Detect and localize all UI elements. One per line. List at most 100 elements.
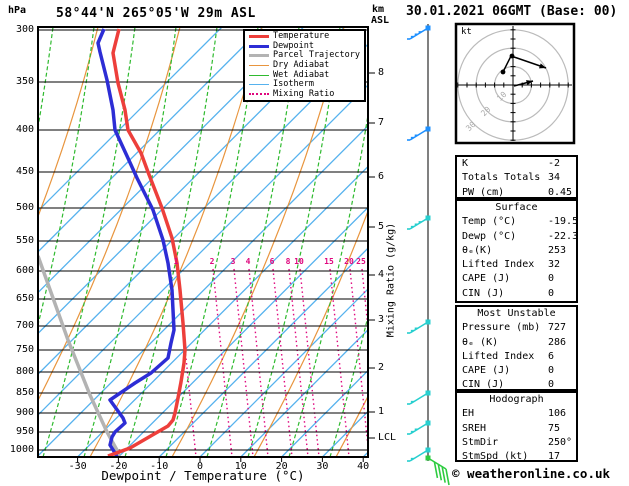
legend-line-sample [249, 64, 269, 66]
panel-row: StmSpd (kt) 17 [457, 450, 576, 464]
wind-barb [407, 25, 431, 40]
legend-item-label: Dewpoint [273, 40, 314, 51]
panel-row: CIN (J) 0 [457, 378, 576, 392]
panel-row-value: -2 [548, 158, 561, 169]
hodograph-trace [502, 55, 547, 73]
most-unstable-panel: Most Unstable Pressure (mb) 727 θₑ (K) 286 Li… [455, 305, 578, 391]
mixing-ratio-line [288, 268, 309, 457]
wet-adiabat-line [124, 27, 218, 457]
legend-item-label: Mixing Ratio [273, 88, 335, 99]
wind-barb [407, 420, 431, 435]
km-tick-label: 3 [378, 314, 385, 325]
temp-tick-label: -30 [68, 461, 87, 472]
isotherm-line [38, 124, 368, 457]
panel-row-value: -22.3 [548, 230, 579, 242]
panel-row-value: 32 [548, 259, 561, 271]
panel-row-value: 0 [548, 379, 555, 391]
copyright-label: © weatheronline.co.uk [452, 466, 611, 481]
panel-row-label: SREH [462, 422, 487, 434]
km-tick-label: 6 [378, 171, 385, 182]
wind-barb [425, 455, 450, 486]
panel-row-value: 0 [548, 365, 555, 377]
panel-row: Pressure (mb) 727 [457, 321, 576, 335]
legend-item: Wet Adiabat [245, 70, 364, 80]
panel-row: CAPE (J) 0 [457, 364, 576, 378]
km-tick-label: LCL [378, 432, 397, 443]
panel-title: Hodograph [489, 394, 544, 405]
pressure-tick-label: 1000 [9, 444, 34, 455]
mixing-ratio-line [329, 268, 350, 457]
hodograph-level-dot [500, 69, 506, 75]
mixing-ratio-label: 2 [209, 257, 215, 266]
height-axis-unit-label-km: km [372, 4, 385, 15]
legend-item: Dewpoint [245, 40, 364, 51]
mixing-ratio-label: 10 [294, 257, 304, 266]
pressure-tick-label: 650 [15, 293, 34, 304]
legend: Temperature Dewpoint Parcel Trajectory Dry … [243, 29, 366, 102]
pressure-tick-label: 950 [15, 426, 34, 437]
wet-adiabat-line [165, 27, 259, 457]
panel-row-label: EH [462, 408, 475, 420]
dewpoint-curve [96, 28, 176, 457]
panel-row: StmDir 250° [457, 436, 576, 450]
panel-row-value: 75 [548, 422, 561, 434]
legend-line-sample [249, 93, 269, 96]
panel-row-label: CAPE (J) [462, 273, 511, 285]
legend-item: Mixing Ratio [245, 88, 364, 99]
panel-row-value: 727 [548, 322, 567, 334]
wet-adiabat-line [206, 27, 300, 457]
panel-row: CIN (J) 0 [457, 287, 576, 301]
panel-row: Dewp (°C) -22.3 [457, 230, 579, 244]
panel-row-value: 34 [548, 172, 561, 184]
panel-row: θₑ (K) 286 [457, 336, 576, 350]
panel-title: Surface [495, 202, 538, 213]
isotherm-line [199, 288, 368, 457]
hodograph-border [454, 22, 576, 145]
panel-row: Totals Totals 34 [457, 171, 576, 185]
temp-tick-label: 20 [275, 461, 288, 472]
pressure-tick-label: 850 [15, 387, 34, 398]
panel-row: CAPE (J) 0 [457, 272, 576, 286]
mixing-ratio-label: 4 [245, 257, 251, 266]
legend-line-sample [249, 54, 269, 58]
legend-line-sample [249, 84, 269, 86]
mixing-ratio-axis-title: Mixing Ratio (g/kg) [385, 222, 397, 338]
pressure-tick-label: 450 [15, 166, 34, 177]
temp-tick-label: 40 [357, 461, 370, 472]
panel-row-value: 286 [548, 336, 567, 348]
km-tick-label: 7 [378, 117, 385, 128]
isotherm-line [38, 27, 223, 212]
isotherm-line [158, 247, 368, 457]
wet-adiabat-line [38, 27, 95, 328]
pressure-tick-label: 600 [15, 265, 34, 276]
km-tick-label: 8 [378, 67, 385, 78]
panel-row-value: 0 [548, 273, 555, 285]
pressure-tick-label: 350 [15, 76, 34, 87]
pressure-tick-label: 300 [15, 24, 34, 35]
panel-row-label: Temp (°C) [462, 216, 517, 228]
panel-row: EH 106 [457, 407, 576, 421]
valid-time-label: 30.01.2021 06GMT (Base: 00) [406, 4, 618, 19]
mixing-ratio-label: 20 [344, 257, 354, 266]
isotherm-line [240, 328, 368, 457]
km-tick-label: 2 [378, 362, 385, 373]
temp-tick-label: 0 [196, 461, 204, 472]
legend-line-sample [249, 35, 269, 39]
pressure-axis-unit-label: hPa [8, 5, 27, 16]
panel-row-value: 0.45 [548, 186, 573, 198]
legend-line-sample [249, 44, 269, 48]
x-axis-title: Dewpoint / Temperature (°C) [101, 468, 305, 483]
background-lines [38, 27, 368, 457]
legend-item-label: Temperature [273, 31, 330, 42]
panel-row-label: θₑ (K) [462, 336, 499, 348]
surface-panel: Surface Temp (°C) -19.5 Dewp (°C) -22.3 θₑ(K)… [455, 199, 578, 303]
panel-row-label: CAPE (J) [462, 365, 511, 377]
panel-row-label: Lifted Index [462, 259, 535, 271]
pressure-tick-label: 750 [15, 344, 34, 355]
panel-row-label: CIN (J) [462, 379, 505, 391]
wind-barb [407, 126, 431, 141]
km-tick-label: 5 [378, 221, 385, 232]
wind-barb [407, 390, 431, 405]
